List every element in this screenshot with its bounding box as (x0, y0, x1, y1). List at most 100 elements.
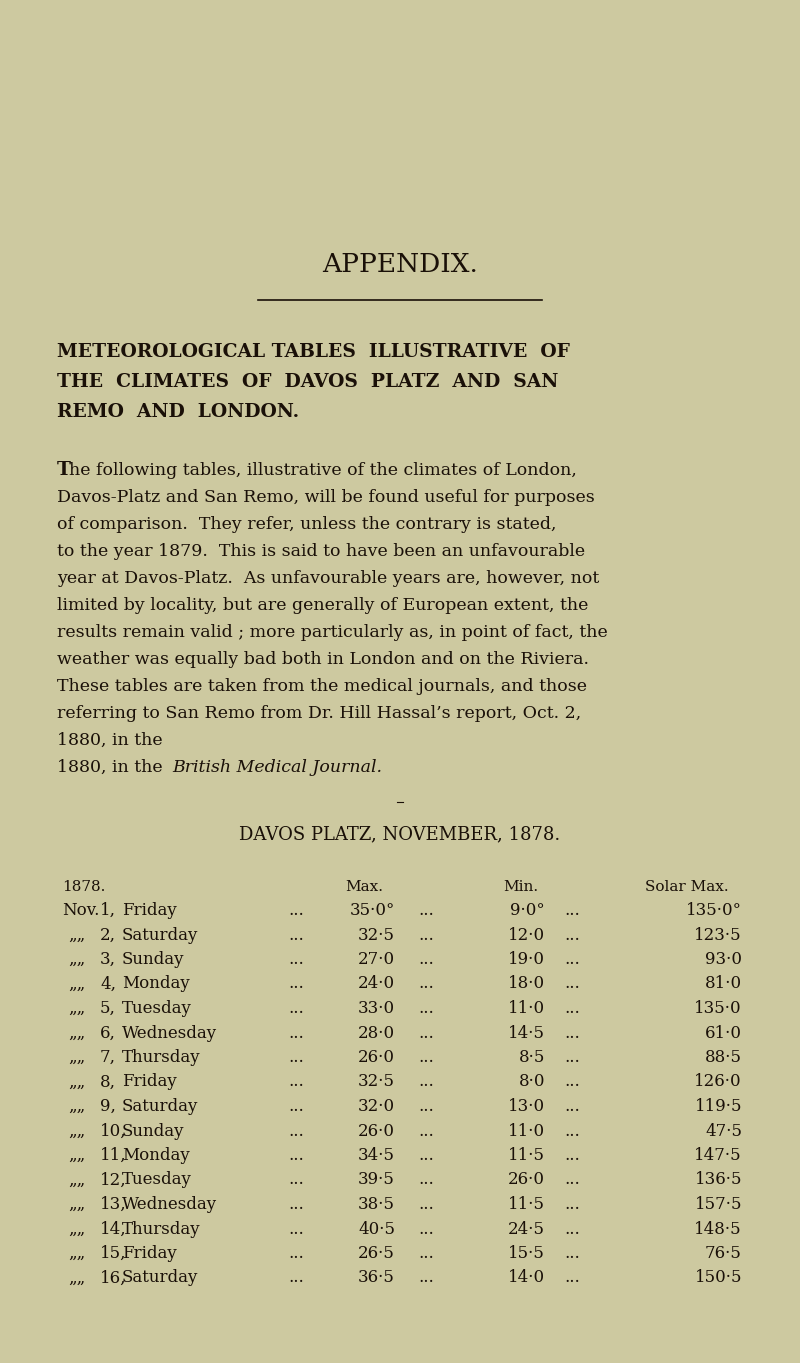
Text: ...: ... (564, 1220, 580, 1238)
Text: ...: ... (288, 1172, 304, 1189)
Text: 16,: 16, (100, 1269, 126, 1287)
Text: ...: ... (418, 1220, 434, 1238)
Text: „„: „„ (68, 1074, 86, 1090)
Text: „„: „„ (68, 1220, 86, 1238)
Text: DAVOS PLATZ, NOVEMBER, 1878.: DAVOS PLATZ, NOVEMBER, 1878. (239, 825, 561, 842)
Text: 123·5: 123·5 (694, 927, 742, 943)
Text: 8·5: 8·5 (518, 1050, 545, 1066)
Text: ...: ... (564, 1195, 580, 1213)
Text: ...: ... (418, 902, 434, 919)
Text: of comparison.  They refer, unless the contrary is stated,: of comparison. They refer, unless the co… (57, 517, 557, 533)
Text: ...: ... (418, 1000, 434, 1017)
Text: ...: ... (418, 976, 434, 992)
Text: 11,: 11, (100, 1148, 126, 1164)
Text: 11·0: 11·0 (508, 1000, 545, 1017)
Text: ...: ... (418, 1050, 434, 1066)
Text: „„: „„ (68, 1244, 86, 1262)
Text: ...: ... (418, 1148, 434, 1164)
Text: 136·5: 136·5 (694, 1172, 742, 1189)
Text: 150·5: 150·5 (694, 1269, 742, 1287)
Text: Saturday: Saturday (122, 1099, 198, 1115)
Text: ...: ... (418, 1025, 434, 1041)
Text: 81·0: 81·0 (705, 976, 742, 992)
Text: 28·0: 28·0 (358, 1025, 395, 1041)
Text: „„: „„ (68, 1123, 86, 1139)
Text: „„: „„ (68, 976, 86, 992)
Text: ...: ... (564, 951, 580, 968)
Text: 24·5: 24·5 (508, 1220, 545, 1238)
Text: 4,: 4, (100, 976, 116, 992)
Text: Monday: Monday (122, 976, 190, 992)
Text: 1880, in the: 1880, in the (57, 732, 168, 750)
Text: 12·0: 12·0 (508, 927, 545, 943)
Text: 135·0°: 135·0° (686, 902, 742, 919)
Text: 8·0: 8·0 (518, 1074, 545, 1090)
Text: „„: „„ (68, 1269, 86, 1287)
Text: „„: „„ (68, 1148, 86, 1164)
Text: ...: ... (288, 1000, 304, 1017)
Text: ...: ... (564, 1025, 580, 1041)
Text: Davos-Platz and San Remo, will be found useful for purposes: Davos-Platz and San Remo, will be found … (57, 489, 594, 506)
Text: referring to San Remo from Dr. Hill Hassal’s report, Oct. 2,: referring to San Remo from Dr. Hill Hass… (57, 705, 582, 722)
Text: THE  CLIMATES  OF  DAVOS  PLATZ  AND  SAN: THE CLIMATES OF DAVOS PLATZ AND SAN (57, 373, 558, 391)
Text: 40·5: 40·5 (358, 1220, 395, 1238)
Text: ...: ... (288, 976, 304, 992)
Text: 147·5: 147·5 (694, 1148, 742, 1164)
Text: ...: ... (418, 1269, 434, 1287)
Text: 1878.: 1878. (62, 880, 106, 894)
Text: ...: ... (564, 1050, 580, 1066)
Text: 6,: 6, (100, 1025, 116, 1041)
Text: „„: „„ (68, 951, 86, 968)
Text: ...: ... (418, 1244, 434, 1262)
Text: ...: ... (564, 902, 580, 919)
Text: „„: „„ (68, 1195, 86, 1213)
Text: ...: ... (288, 927, 304, 943)
Text: Wednesday: Wednesday (122, 1025, 217, 1041)
Text: Min.: Min. (503, 880, 538, 894)
Text: Tuesday: Tuesday (122, 1000, 192, 1017)
Text: 36·5: 36·5 (358, 1269, 395, 1287)
Text: 1,: 1, (100, 902, 116, 919)
Text: British Medical Journal.: British Medical Journal. (172, 759, 382, 776)
Text: limited by locality, but are generally of European extent, the: limited by locality, but are generally o… (57, 597, 588, 613)
Text: ...: ... (288, 1025, 304, 1041)
Text: 11·0: 11·0 (508, 1123, 545, 1139)
Text: 35·0°: 35·0° (350, 902, 395, 919)
Text: Saturday: Saturday (122, 927, 198, 943)
Text: Friday: Friday (122, 1074, 177, 1090)
Text: 32·5: 32·5 (358, 1074, 395, 1090)
Text: ...: ... (418, 1172, 434, 1189)
Text: ...: ... (564, 1123, 580, 1139)
Text: Thursday: Thursday (122, 1050, 201, 1066)
Text: 13,: 13, (100, 1195, 126, 1213)
Text: Thursday: Thursday (122, 1220, 201, 1238)
Text: ...: ... (288, 1050, 304, 1066)
Text: 26·5: 26·5 (358, 1244, 395, 1262)
Text: T: T (57, 461, 71, 478)
Text: Friday: Friday (122, 1244, 177, 1262)
Text: year at Davos-Platz.  As unfavourable years are, however, not: year at Davos-Platz. As unfavourable yea… (57, 570, 599, 587)
Text: 157·5: 157·5 (694, 1195, 742, 1213)
Text: weather was equally bad both in London and on the Riviera.: weather was equally bad both in London a… (57, 652, 589, 668)
Text: 12,: 12, (100, 1172, 126, 1189)
Text: Nov.: Nov. (62, 902, 99, 919)
Text: Sunday: Sunday (122, 1123, 185, 1139)
Text: 14·0: 14·0 (508, 1269, 545, 1287)
Text: Saturday: Saturday (122, 1269, 198, 1287)
Text: 34·5: 34·5 (358, 1148, 395, 1164)
Text: „„: „„ (68, 1025, 86, 1041)
Text: 15·5: 15·5 (508, 1244, 545, 1262)
Text: „„: „„ (68, 1000, 86, 1017)
Text: ...: ... (564, 976, 580, 992)
Text: 9,: 9, (100, 1099, 116, 1115)
Text: 1880, in the: 1880, in the (57, 759, 168, 776)
Text: ...: ... (564, 1148, 580, 1164)
Text: Solar Max.: Solar Max. (645, 880, 729, 894)
Text: 76·5: 76·5 (705, 1244, 742, 1262)
Text: ...: ... (418, 951, 434, 968)
Text: REMO  AND  LONDON.: REMO AND LONDON. (57, 403, 299, 421)
Text: 15,: 15, (100, 1244, 126, 1262)
Text: 24·0: 24·0 (358, 976, 395, 992)
Text: he following tables, illustrative of the climates of London,: he following tables, illustrative of the… (69, 462, 577, 478)
Text: 26·0: 26·0 (508, 1172, 545, 1189)
